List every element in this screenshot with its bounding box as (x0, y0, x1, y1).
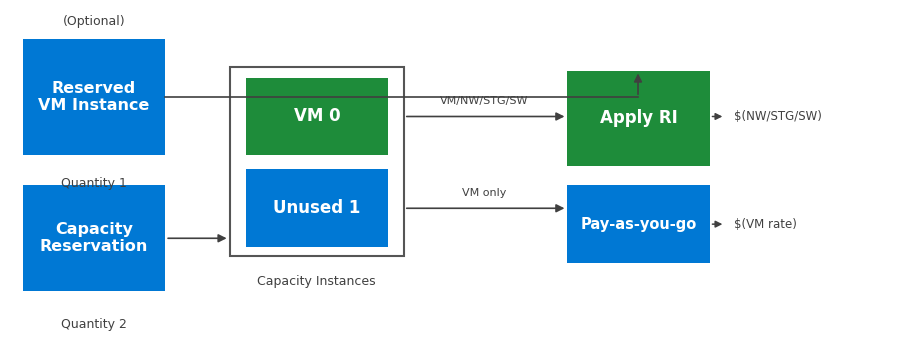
FancyBboxPatch shape (23, 39, 165, 155)
FancyBboxPatch shape (567, 185, 710, 263)
Text: VM 0: VM 0 (294, 108, 341, 125)
Text: $(NW/STG/SW): $(NW/STG/SW) (734, 110, 823, 123)
Text: Pay-as-you-go: Pay-as-you-go (580, 217, 697, 232)
Text: (Optional): (Optional) (62, 15, 126, 28)
Text: $(VM rate): $(VM rate) (734, 218, 797, 231)
FancyBboxPatch shape (23, 185, 165, 291)
Text: Quantity 2: Quantity 2 (62, 318, 127, 331)
FancyBboxPatch shape (567, 71, 710, 166)
FancyBboxPatch shape (246, 78, 388, 155)
Text: VM only: VM only (462, 188, 506, 198)
FancyBboxPatch shape (246, 169, 388, 247)
Text: Quantity 1: Quantity 1 (62, 176, 127, 190)
Text: Reserved
VM Instance: Reserved VM Instance (39, 81, 150, 113)
Text: Capacity
Reservation: Capacity Reservation (39, 222, 149, 255)
Text: Unused 1: Unused 1 (274, 199, 361, 217)
Text: Apply RI: Apply RI (599, 109, 677, 127)
Text: Capacity Instances: Capacity Instances (257, 275, 376, 288)
Text: VM/NW/STG/SW: VM/NW/STG/SW (440, 96, 528, 106)
